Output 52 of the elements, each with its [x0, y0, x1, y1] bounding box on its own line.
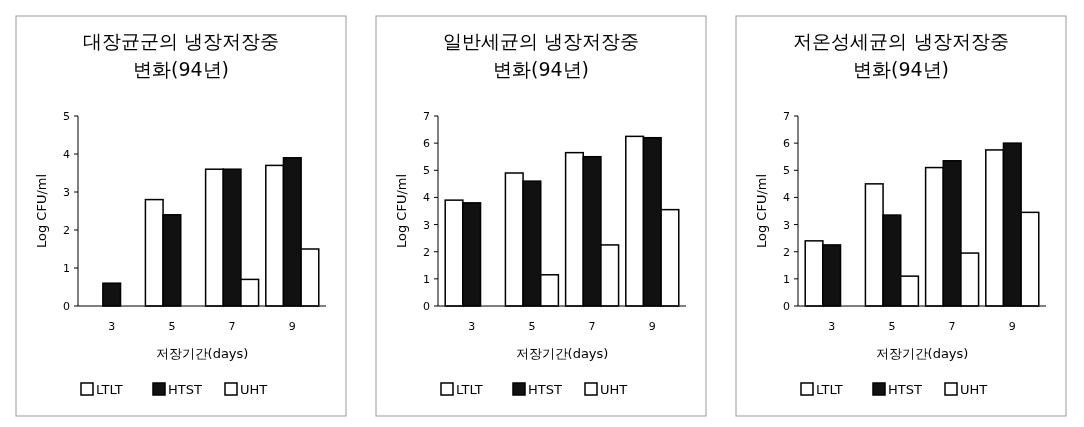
legend-label: HTST: [888, 382, 922, 397]
x-tick-label: 7: [228, 320, 236, 333]
x-tick-label: 7: [948, 320, 956, 333]
y-tick-label: 5: [63, 110, 70, 123]
legend-label: LTLT: [96, 382, 123, 397]
x-axis-title: 저장기간(days): [515, 346, 609, 361]
y-axis-title: Log CFU/ml: [754, 173, 769, 249]
y-axis-title: Log CFU/ml: [34, 173, 49, 249]
legend-label: LTLT: [456, 382, 483, 397]
y-tick-label: 3: [423, 218, 430, 232]
legend-label: UHT: [960, 382, 988, 397]
chart-title: 대장균군의 냉장저장중 변화(94년): [82, 30, 280, 80]
y-axis-title: Log CFU/ml: [394, 173, 409, 249]
y-tick-label: 0: [63, 300, 70, 313]
x-tick-label: 3: [468, 320, 476, 333]
x-tick-label: 7: [588, 320, 596, 333]
legend-label: UHT: [240, 382, 268, 397]
x-tick-label: 5: [888, 320, 896, 333]
y-tick-label: 1: [63, 262, 70, 275]
y-tick-label: 1: [783, 272, 790, 286]
x-tick-label: 3: [108, 320, 116, 333]
legend-label: UHT: [600, 382, 628, 397]
y-tick-label: 3: [63, 186, 70, 199]
legend-label: HTST: [168, 382, 202, 397]
x-tick-label: 9: [1008, 320, 1016, 333]
y-tick-label: 6: [783, 137, 790, 151]
y-tick-label: 0: [783, 300, 790, 313]
y-tick-label: 7: [423, 110, 430, 123]
x-tick-label: 5: [168, 320, 176, 333]
y-tick-label: 4: [783, 191, 790, 205]
legend-label: HTST: [528, 382, 562, 397]
y-tick-label: 1: [423, 272, 430, 286]
x-tick-label: 9: [648, 320, 656, 333]
chart-title: 일반세균의 냉장저장중 변화(94년): [442, 30, 640, 80]
y-tick-label: 4: [423, 191, 430, 205]
chart-title: 저온성세균의 냉장저장중 변화(94년): [793, 30, 1009, 80]
x-axis-title: 저장기간(days): [155, 346, 249, 361]
x-tick-label: 3: [828, 320, 836, 333]
y-tick-label: 5: [783, 164, 790, 178]
y-tick-label: 2: [423, 245, 430, 259]
x-tick-label: 5: [528, 320, 536, 333]
y-tick-label: 2: [63, 224, 70, 237]
y-tick-label: 6: [423, 137, 430, 151]
x-axis-title: 저장기간(days): [875, 346, 969, 361]
y-tick-label: 0: [423, 300, 430, 313]
y-tick-label: 4: [63, 148, 70, 161]
y-tick-label: 2: [783, 245, 790, 259]
y-tick-label: 7: [783, 110, 790, 123]
y-tick-label: 5: [423, 164, 430, 178]
legend-label: LTLT: [816, 382, 843, 397]
x-tick-label: 9: [288, 320, 296, 333]
y-tick-label: 3: [783, 218, 790, 232]
